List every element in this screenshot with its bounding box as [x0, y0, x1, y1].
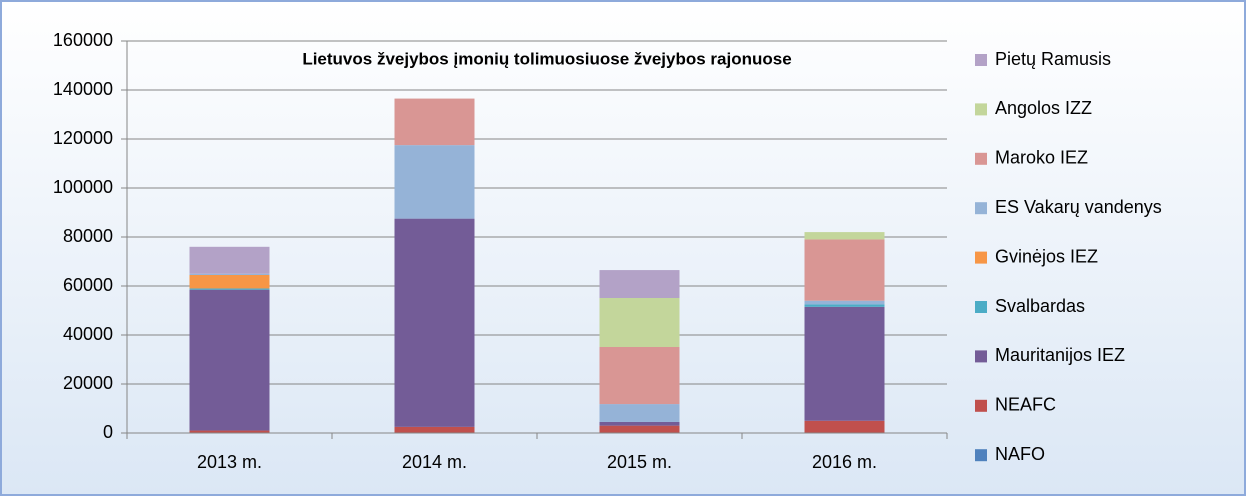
legend-swatch: [975, 54, 987, 66]
legend-label: Maroko IEZ: [995, 148, 1088, 168]
legend-swatch: [975, 350, 987, 363]
legend-label: Gvinėjos IEZ: [995, 246, 1098, 266]
bar-segment: [804, 306, 885, 421]
y-tick-label: 80000: [63, 226, 113, 246]
legend-label: NEAFC: [995, 395, 1056, 415]
legend-swatch: [975, 202, 987, 215]
bar-segment: [599, 298, 680, 348]
x-tick-label: 2016 m.: [812, 452, 877, 472]
bar-segment: [804, 239, 885, 301]
y-tick-label: 140000: [53, 79, 113, 99]
bar-segment: [394, 145, 475, 219]
bar-segment: [599, 421, 680, 426]
bar-segment: [804, 300, 885, 305]
bar-segment: [599, 270, 680, 299]
x-tick-label: 2014 m.: [402, 452, 467, 472]
bar-segment: [189, 273, 270, 275]
y-tick-label: 160000: [53, 30, 113, 50]
legend-swatch: [975, 251, 987, 264]
bar-segment: [189, 289, 270, 431]
bar-segment: [189, 274, 270, 289]
legend-label: ES Vakarų vandenys: [995, 197, 1162, 217]
bar-segment: [599, 404, 680, 422]
legend-label: Mauritanijos IEZ: [995, 345, 1125, 365]
bar-segment: [394, 426, 475, 433]
bar-segment: [599, 347, 680, 405]
legend-label: NAFO: [995, 444, 1045, 464]
bar-segment: [189, 246, 270, 274]
legend-swatch: [975, 152, 987, 165]
legend-swatch: [975, 399, 987, 412]
legend-label: Pietų Ramusis: [995, 49, 1111, 69]
legend-swatch: [975, 301, 987, 313]
y-tick-label: 0: [103, 422, 113, 442]
bar-segment: [394, 98, 475, 146]
y-tick-label: 40000: [63, 324, 113, 344]
y-tick-label: 60000: [63, 275, 113, 295]
x-tick-label: 2015 m.: [607, 452, 672, 472]
bar-segment: [394, 218, 475, 427]
bar-segment: [189, 430, 270, 433]
y-tick-label: 100000: [53, 177, 113, 197]
bar-segment: [804, 420, 885, 433]
legend-label: Svalbardas: [995, 296, 1085, 316]
legend-label: Angolos IZZ: [995, 98, 1092, 118]
bar-segment: [804, 232, 885, 240]
y-tick-label: 20000: [63, 373, 113, 393]
y-tick-label: 120000: [53, 128, 113, 148]
legend-swatch: [975, 449, 987, 462]
bar-segment: [599, 425, 680, 433]
legend-swatch: [975, 103, 987, 116]
bar-segment: [804, 304, 885, 307]
x-tick-label: 2013 m.: [197, 452, 262, 472]
bar-segment: [189, 288, 270, 290]
chart-title: Lietuvos žvejybos įmonių tolimuosiuose ž…: [302, 49, 791, 68]
